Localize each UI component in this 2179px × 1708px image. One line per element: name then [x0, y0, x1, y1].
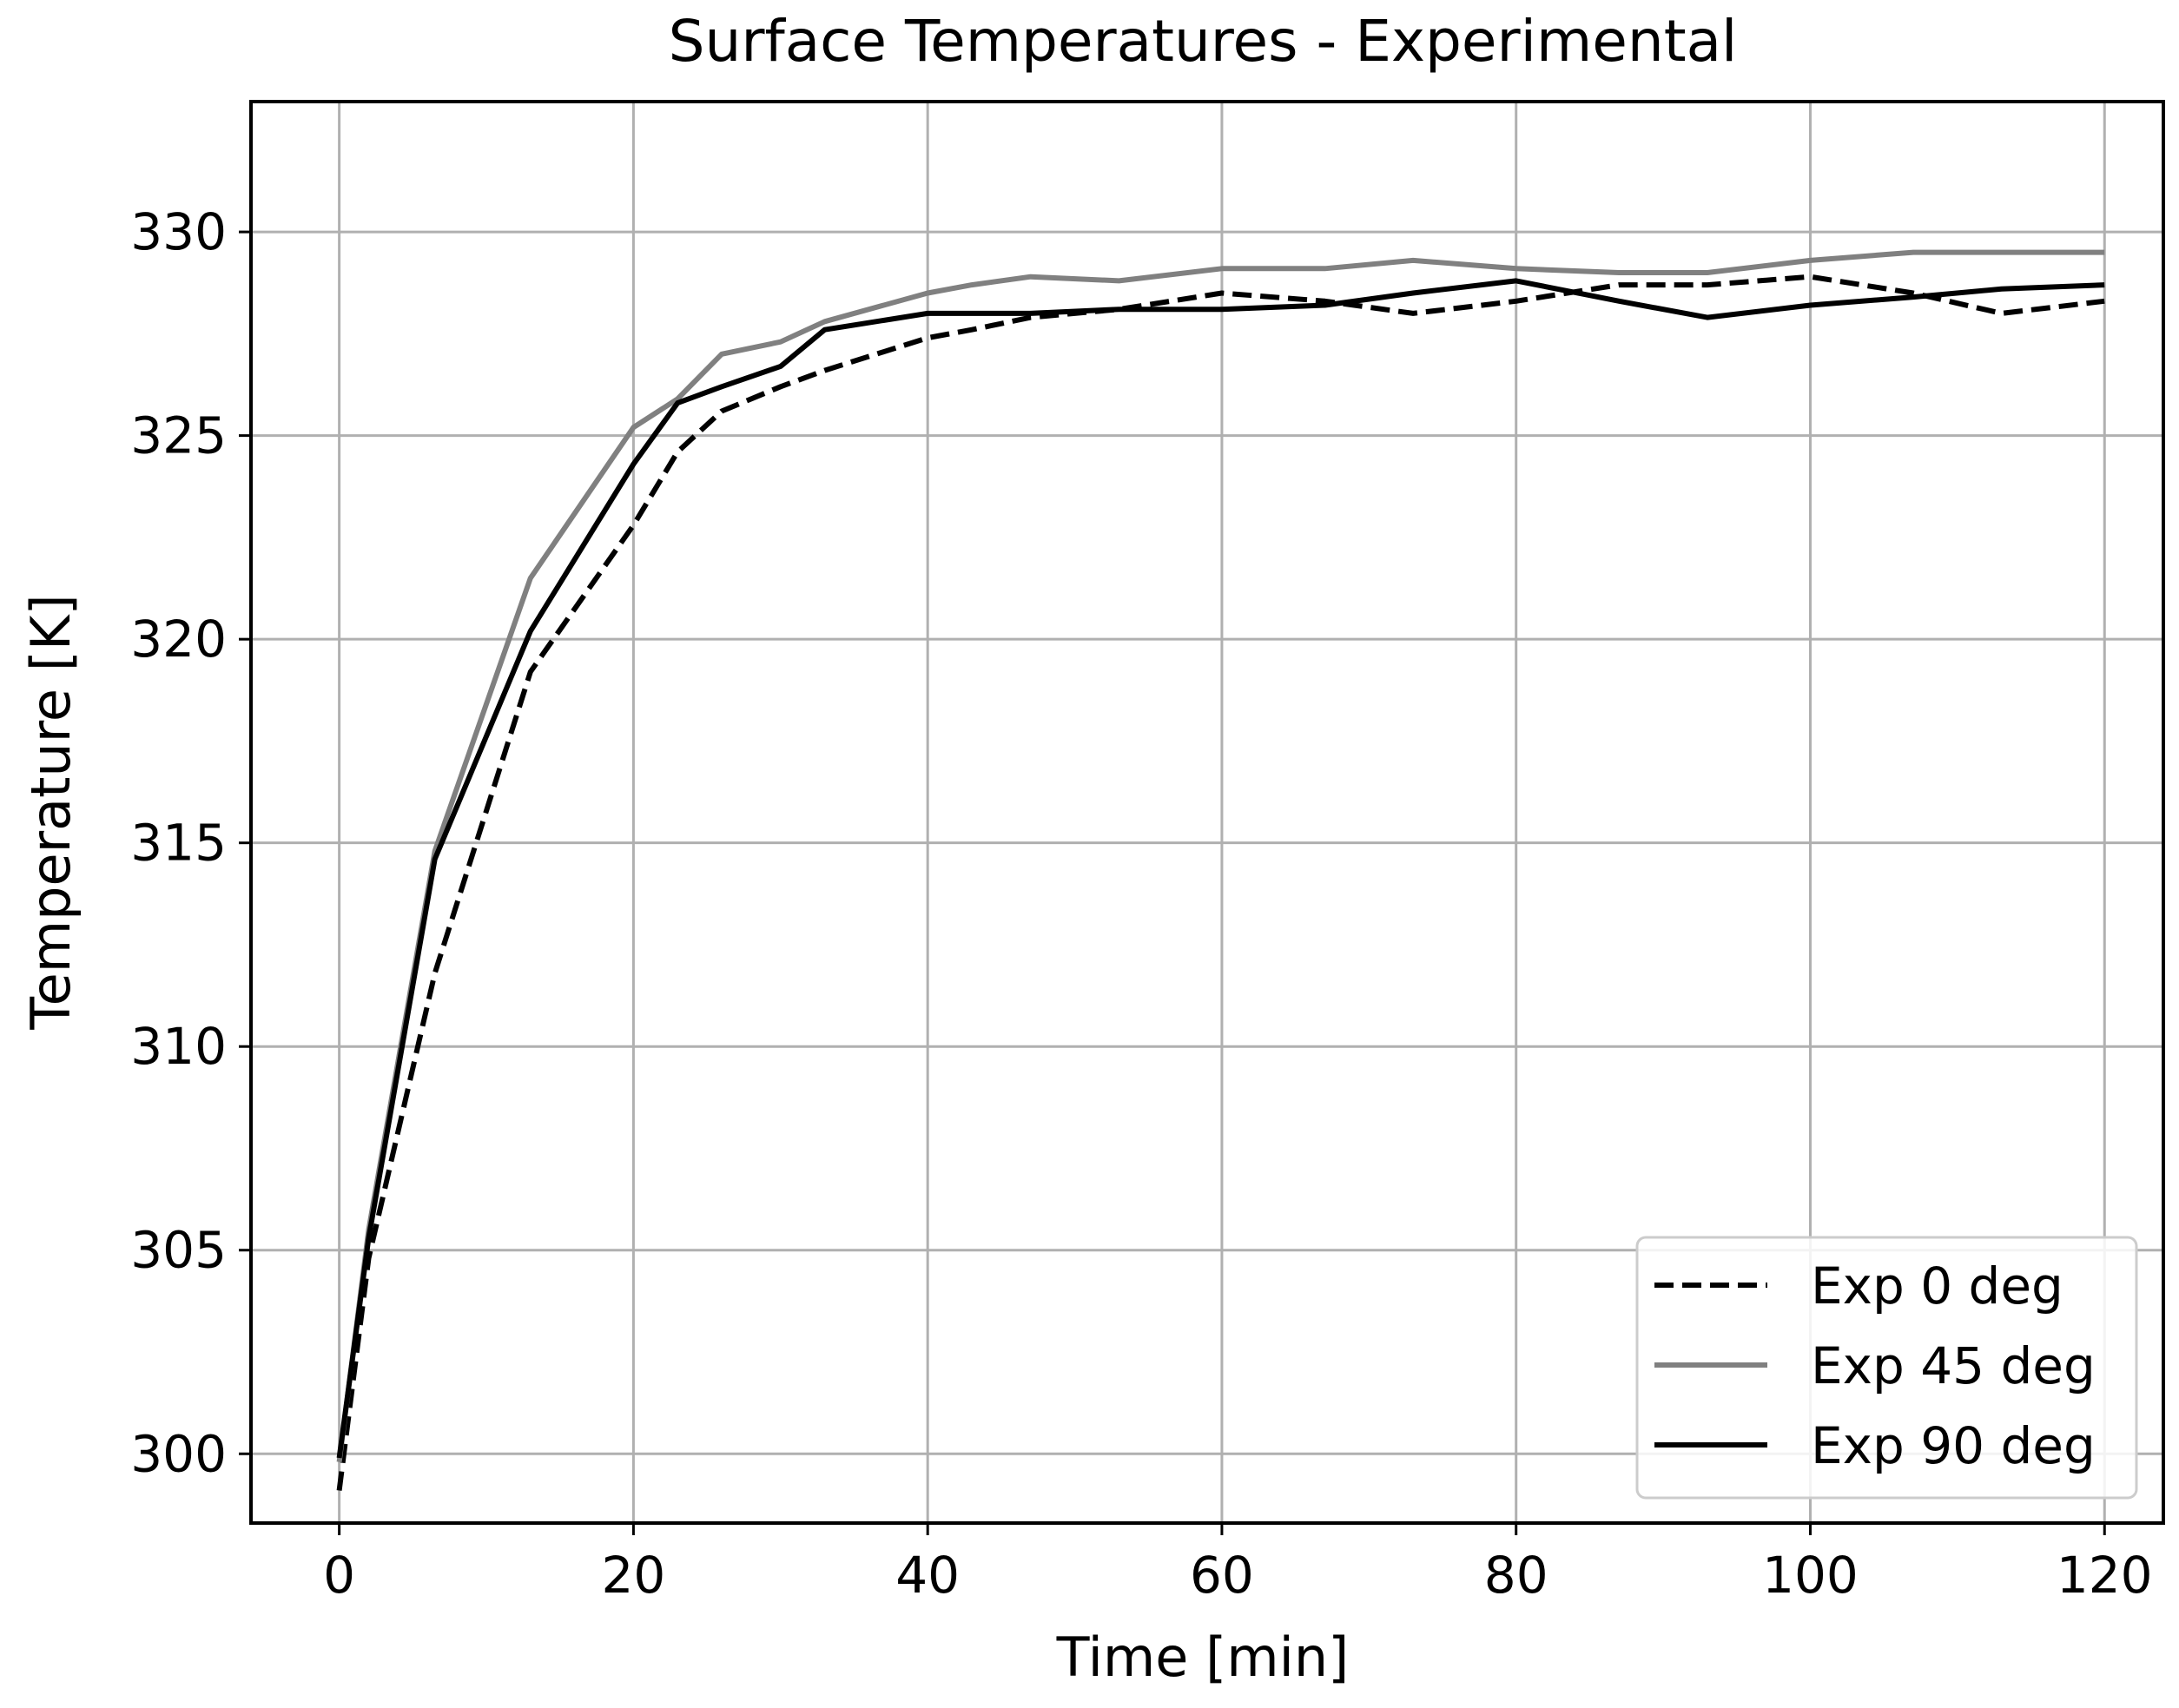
- x-tick-label: 40: [895, 1546, 960, 1605]
- legend-label-exp-0-deg: Exp 0 deg: [1811, 1256, 2063, 1316]
- x-tick-label: 120: [2057, 1546, 2153, 1605]
- y-tick-label: 315: [130, 814, 227, 873]
- x-tick-label: 20: [601, 1546, 665, 1605]
- legend-label-exp-45-deg: Exp 45 deg: [1811, 1336, 2096, 1395]
- y-tick-label: 325: [130, 406, 227, 465]
- chart-title: Surface Temperatures - Experimental: [669, 8, 1738, 75]
- y-tick-label: 305: [130, 1221, 227, 1280]
- legend: Exp 0 deg Exp 45 deg Exp 90 deg: [1635, 1236, 2138, 1500]
- x-axis-label: Time [min]: [1056, 1626, 1350, 1689]
- plot-frame: [249, 100, 2165, 1525]
- x-tick-label: 100: [1762, 1546, 1859, 1605]
- x-tick-label: 80: [1484, 1546, 1548, 1605]
- y-tick-label: 330: [130, 202, 227, 261]
- y-tick-label: 300: [130, 1424, 227, 1483]
- series-line-exp-90-deg: [336, 278, 2105, 1459]
- x-tick-label: 0: [323, 1546, 355, 1605]
- series-line-exp-45-deg: [336, 249, 2105, 1462]
- series-line-exp-0-deg: [336, 274, 2105, 1491]
- axis-ticks: 0 20 40 60 80 100 120 300 305 310 315 320 325 330: [130, 202, 2152, 1605]
- series-layer: [336, 249, 2105, 1491]
- y-axis-label: Temperature [K]: [19, 594, 83, 1030]
- grid: [251, 102, 2163, 1523]
- legend-label-exp-90-deg: Exp 90 deg: [1811, 1416, 2096, 1475]
- y-tick-label: 310: [130, 1017, 227, 1076]
- y-tick-label: 320: [130, 610, 227, 669]
- x-tick-label: 60: [1190, 1546, 1254, 1605]
- legend-box: [1635, 1236, 2138, 1500]
